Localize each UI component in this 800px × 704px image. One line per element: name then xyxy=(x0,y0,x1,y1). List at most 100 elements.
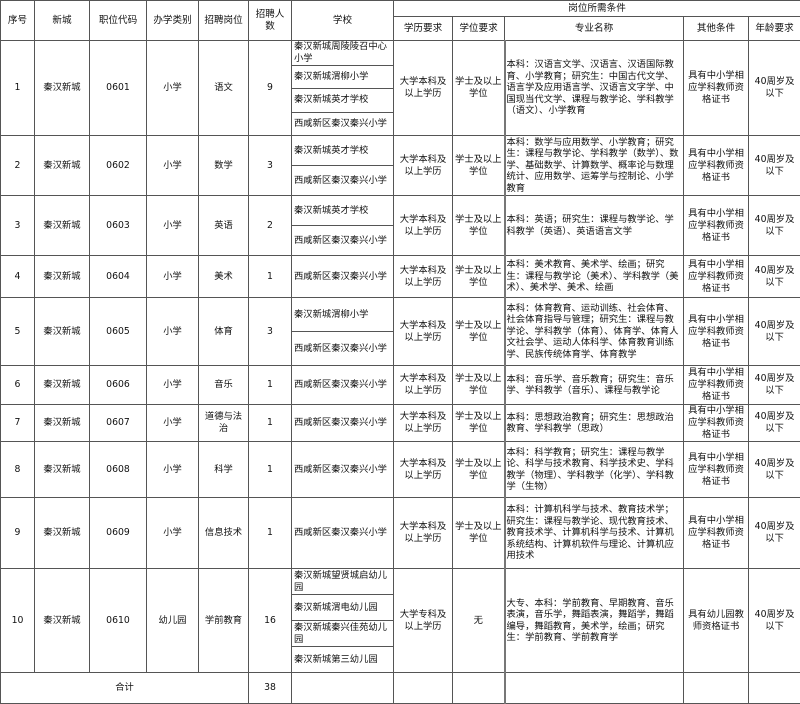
empty-cell xyxy=(394,673,453,704)
header-school: 学校 xyxy=(292,1,394,41)
cell-school-type: 幼儿园 xyxy=(147,569,199,673)
school-item: 西咸新区秦汉秦兴小学 xyxy=(292,332,393,365)
header-position: 招聘岗位 xyxy=(199,1,249,41)
cell-school-type: 小学 xyxy=(147,196,199,256)
cell-age: 40周岁及以下 xyxy=(749,498,800,569)
cell-seq: 1 xyxy=(1,41,35,136)
school-item: 秦汉新城第三幼儿园 xyxy=(292,647,393,672)
cell-other: 具有中小学相应学科教师资格证书 xyxy=(684,498,749,569)
cell-seq: 9 xyxy=(1,498,35,569)
header-other: 其他条件 xyxy=(684,17,749,41)
school-item: 秦汉新城渭柳小学 xyxy=(292,298,393,332)
school-item: 西咸新区秦汉秦兴小学 xyxy=(292,166,393,195)
school-item: 秦汉新城周陵陵召中心小学 xyxy=(292,41,393,66)
cell-code: 0609 xyxy=(90,498,147,569)
cell-district: 秦汉新城 xyxy=(35,41,90,136)
school-item: 秦汉新城渭柳小学 xyxy=(292,66,393,89)
header-seq: 序号 xyxy=(1,1,35,41)
school-list: 秦汉新城渭柳小学西咸新区秦汉秦兴小学 xyxy=(292,298,393,365)
cell-school-type: 小学 xyxy=(147,405,199,442)
cell-code: 0604 xyxy=(90,256,147,298)
cell-district: 秦汉新城 xyxy=(35,405,90,442)
cell-education: 大学本科及以上学历 xyxy=(394,405,453,442)
cell-education: 大学本科及以上学历 xyxy=(394,442,453,498)
cell-degree: 学士及以上学位 xyxy=(453,41,505,136)
school-list: 西咸新区秦汉秦兴小学 xyxy=(292,498,393,568)
empty-cell xyxy=(453,673,505,704)
cell-count: 1 xyxy=(249,498,292,569)
header-code: 职位代码 xyxy=(90,1,147,41)
school-item: 西咸新区秦汉秦兴小学 xyxy=(292,442,393,497)
cell-major: 本科：计算机科学与技术、教育技术学；研究生：课程与教学论、现代教育技术、教育技术… xyxy=(505,498,684,569)
cell-degree: 学士及以上学位 xyxy=(453,196,505,256)
cell-degree: 无 xyxy=(453,569,505,673)
cell-school-type: 小学 xyxy=(147,498,199,569)
cell-degree: 学士及以上学位 xyxy=(453,405,505,442)
cell-other: 具有中小学相应学科教师资格证书 xyxy=(684,41,749,136)
school-item: 西咸新区秦汉秦兴小学 xyxy=(292,226,393,255)
cell-major: 大专、本科：学前教育、早期教育、音乐表演，音乐学，舞蹈表演，舞蹈学，舞蹈编导，舞… xyxy=(505,569,684,673)
cell-other: 具有中小学相应学科教师资格证书 xyxy=(684,196,749,256)
cell-count: 2 xyxy=(249,196,292,256)
cell-schools: 秦汉新城英才学校西咸新区秦汉秦兴小学 xyxy=(292,196,394,256)
cell-major: 本科：思想政治教育；研究生：思想政治教育、学科教学（思政） xyxy=(505,405,684,442)
cell-code: 0610 xyxy=(90,569,147,673)
cell-code: 0606 xyxy=(90,366,147,405)
school-item: 秦汉新城渭电幼儿园 xyxy=(292,595,393,621)
cell-code: 0607 xyxy=(90,405,147,442)
empty-cell xyxy=(749,673,800,704)
cell-degree: 学士及以上学位 xyxy=(453,498,505,569)
cell-other: 具有中小学相应学科教师资格证书 xyxy=(684,256,749,298)
cell-other: 具有中小学相应学科教师资格证书 xyxy=(684,298,749,366)
cell-count: 16 xyxy=(249,569,292,673)
cell-seq: 8 xyxy=(1,442,35,498)
cell-school-type: 小学 xyxy=(147,136,199,196)
cell-major: 本科：音乐学、音乐教育；研究生：音乐学、学科教学（音乐）、课程与教学论 xyxy=(505,366,684,405)
total-label: 合计 xyxy=(1,673,249,704)
cell-school-type: 小学 xyxy=(147,366,199,405)
cell-education: 大学本科及以上学历 xyxy=(394,136,453,196)
header-school-type: 办学类别 xyxy=(147,1,199,41)
cell-position: 信息技术 xyxy=(199,498,249,569)
cell-education: 大学本科及以上学历 xyxy=(394,256,453,298)
cell-education: 大学本科及以上学历 xyxy=(394,41,453,136)
cell-count: 1 xyxy=(249,442,292,498)
cell-position: 学前教育 xyxy=(199,569,249,673)
cell-schools: 西咸新区秦汉秦兴小学 xyxy=(292,405,394,442)
cell-other: 具有中小学相应学科教师资格证书 xyxy=(684,442,749,498)
cell-age: 40周岁及以下 xyxy=(749,256,800,298)
cell-code: 0603 xyxy=(90,196,147,256)
cell-education: 大学本科及以上学历 xyxy=(394,498,453,569)
cell-district: 秦汉新城 xyxy=(35,256,90,298)
cell-district: 秦汉新城 xyxy=(35,196,90,256)
cell-school-type: 小学 xyxy=(147,256,199,298)
cell-seq: 4 xyxy=(1,256,35,298)
cell-count: 1 xyxy=(249,256,292,298)
cell-school-type: 小学 xyxy=(147,442,199,498)
cell-schools: 秦汉新城望贤城启幼儿园秦汉新城渭电幼儿园秦汉新城秦兴佳苑幼儿园秦汉新城第三幼儿园 xyxy=(292,569,394,673)
cell-code: 0602 xyxy=(90,136,147,196)
cell-age: 40周岁及以下 xyxy=(749,569,800,673)
cell-major: 本科：体育教育、运动训练、社会体育、社会体育指导与管理；研究生：课程与教学论、学… xyxy=(505,298,684,366)
cell-count: 1 xyxy=(249,366,292,405)
header-age: 年龄要求 xyxy=(749,17,800,41)
cell-other: 具有中小学相应学科教师资格证书 xyxy=(684,136,749,196)
cell-age: 40周岁及以下 xyxy=(749,298,800,366)
cell-degree: 学士及以上学位 xyxy=(453,298,505,366)
cell-seq: 10 xyxy=(1,569,35,673)
cell-position: 美术 xyxy=(199,256,249,298)
cell-schools: 西咸新区秦汉秦兴小学 xyxy=(292,498,394,569)
cell-other: 具有中小学相应学科教师资格证书 xyxy=(684,405,749,442)
school-list: 秦汉新城英才学校西咸新区秦汉秦兴小学 xyxy=(292,196,393,255)
cell-position: 英语 xyxy=(199,196,249,256)
school-list: 秦汉新城英才学校西咸新区秦汉秦兴小学 xyxy=(292,136,393,195)
school-list: 秦汉新城望贤城启幼儿园秦汉新城渭电幼儿园秦汉新城秦兴佳苑幼儿园秦汉新城第三幼儿园 xyxy=(292,569,393,672)
cell-education: 大学本科及以上学历 xyxy=(394,298,453,366)
school-list: 秦汉新城周陵陵召中心小学秦汉新城渭柳小学秦汉新城英才学校西咸新区秦汉秦兴小学 xyxy=(292,41,393,135)
cell-schools: 西咸新区秦汉秦兴小学 xyxy=(292,442,394,498)
